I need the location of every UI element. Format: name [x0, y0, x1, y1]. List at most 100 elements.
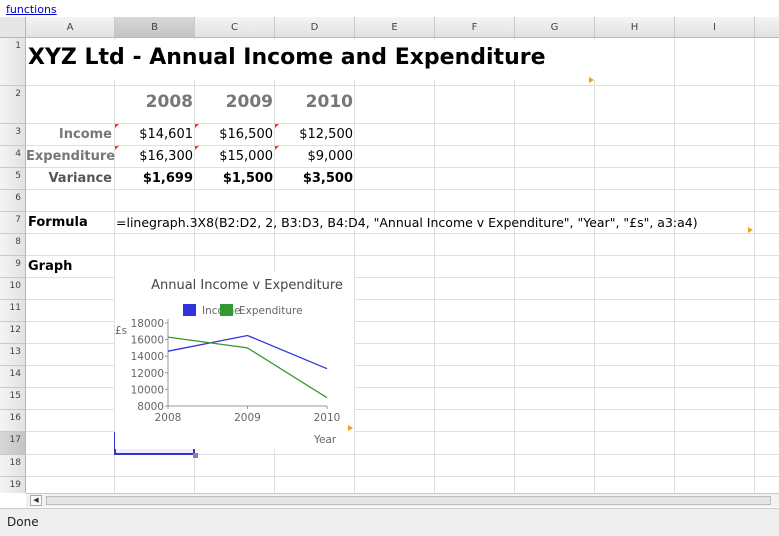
row-header-8[interactable]: 8 [0, 234, 26, 256]
row-header-3[interactable]: 3 [0, 124, 26, 146]
gridline [26, 277, 779, 278]
row-header-12[interactable]: 12 [0, 322, 26, 344]
gridline [514, 38, 515, 493]
row-header-6[interactable]: 6 [0, 190, 26, 212]
gridline [26, 145, 779, 146]
expenditure-2010[interactable]: $9,000 [307, 149, 354, 164]
expenditure-2008[interactable]: $16,300 [139, 149, 193, 164]
column-header-a[interactable]: A [26, 17, 115, 38]
y-tick-label: 18000 [131, 318, 164, 330]
gridline [26, 431, 779, 432]
row-header-19[interactable]: 19 [0, 477, 26, 493]
formula-label[interactable]: Formula [28, 215, 88, 230]
sheet-title[interactable]: XYZ Ltd - Annual Income and Expenditure [28, 40, 618, 80]
comment-marker[interactable] [115, 124, 119, 128]
scrollbar-thumb[interactable] [46, 496, 771, 505]
year-heading-2010[interactable]: 2010 [305, 92, 353, 112]
gridline [26, 233, 779, 234]
row-header-10[interactable]: 10 [0, 278, 26, 300]
status-bar: Done [0, 508, 779, 536]
formula-text[interactable]: =linegraph.3X8(B2:D2, 2, B3:D3, B4:D4, "… [116, 215, 698, 230]
series-line-expenditure [167, 336, 328, 399]
gridline [26, 454, 779, 455]
gridline [26, 85, 779, 86]
variance-2008[interactable]: $1,699 [142, 171, 193, 186]
x-tick-label: 2008 [155, 412, 182, 424]
column-header-h[interactable]: H [595, 17, 675, 38]
gridline [594, 38, 595, 493]
status-text: Done [7, 515, 39, 529]
income-2009[interactable]: $16,500 [219, 127, 273, 142]
expenditure-2009[interactable]: $15,000 [219, 149, 273, 164]
row-header-15[interactable]: 15 [0, 388, 26, 410]
y-tick-label: 8000 [137, 401, 164, 413]
y-tick-label: 14000 [131, 351, 164, 363]
spreadsheet-grid[interactable]: A B C D E F G H I 1 2 3 4 5 6 7 8 9 10 1… [0, 17, 779, 493]
row-header-7[interactable]: 7 [0, 212, 26, 234]
gridline [754, 38, 755, 493]
year-heading-2008[interactable]: 2008 [145, 92, 193, 112]
fill-handle[interactable] [193, 453, 198, 458]
income-label[interactable]: Income [58, 127, 112, 142]
variance-2009[interactable]: $1,500 [222, 171, 273, 186]
comment-marker[interactable] [195, 124, 199, 128]
comment-marker[interactable] [275, 124, 279, 128]
row-header-13[interactable]: 13 [0, 344, 26, 366]
row-header-1[interactable]: 1 [0, 38, 26, 86]
gridline [674, 38, 675, 493]
gridline [26, 343, 779, 344]
gridline [26, 167, 779, 168]
column-header-f[interactable]: F [435, 17, 515, 38]
gridline [434, 38, 435, 493]
row-header-5[interactable]: 5 [0, 168, 26, 190]
gridline [26, 365, 779, 366]
legend-label-expenditure: Expenditure [239, 305, 303, 317]
row-header-11[interactable]: 11 [0, 300, 26, 322]
row-header-14[interactable]: 14 [0, 366, 26, 388]
comment-marker[interactable] [195, 146, 199, 150]
gridline [26, 211, 779, 212]
column-header-b[interactable]: B [115, 17, 195, 38]
scroll-left-arrow-icon[interactable]: ◀ [30, 495, 42, 506]
column-header-c[interactable]: C [195, 17, 275, 38]
row-header-2[interactable]: 2 [0, 86, 26, 124]
comment-marker[interactable] [115, 146, 119, 150]
year-heading-2009[interactable]: 2009 [225, 92, 273, 112]
y-axis-label: £s [115, 325, 127, 337]
variance-label[interactable]: Variance [48, 171, 112, 186]
comment-marker[interactable] [275, 146, 279, 150]
expenditure-label[interactable]: Expenditure [26, 149, 116, 164]
x-tick-label: 2009 [234, 412, 261, 424]
row-header-17[interactable]: 17 [0, 432, 26, 455]
graph-label[interactable]: Graph [28, 259, 73, 274]
gridline [26, 387, 779, 388]
line-chart[interactable]: Annual Income v Expenditure Income Expen… [115, 272, 354, 449]
row-header-18[interactable]: 18 [0, 455, 26, 477]
overflow-marker [348, 425, 353, 431]
row-header-16[interactable]: 16 [0, 410, 26, 432]
y-tick-label: 16000 [131, 335, 164, 347]
overflow-marker [589, 77, 594, 83]
gridline [26, 189, 779, 190]
column-header-e[interactable]: E [355, 17, 435, 38]
legend-swatch-income [183, 304, 196, 316]
row-header-9[interactable]: 9 [0, 256, 26, 278]
column-header-d[interactable]: D [275, 17, 355, 38]
column-header-g[interactable]: G [515, 17, 595, 38]
y-tick-label: 12000 [131, 368, 164, 380]
gridline [26, 123, 779, 124]
select-all-corner[interactable] [0, 17, 26, 38]
column-header-i[interactable]: I [675, 17, 755, 38]
legend-swatch-expenditure [220, 304, 233, 316]
chart-title: Annual Income v Expenditure [151, 278, 343, 293]
functions-link[interactable]: functions [6, 3, 57, 16]
gridline [26, 321, 779, 322]
row-header-4[interactable]: 4 [0, 146, 26, 168]
income-2010[interactable]: $12,500 [299, 127, 353, 142]
horizontal-scrollbar[interactable]: ◀ [26, 493, 779, 507]
income-2008[interactable]: $14,601 [139, 127, 193, 142]
variance-2010[interactable]: $3,500 [302, 171, 353, 186]
gridline [194, 38, 195, 493]
column-header-blank [755, 17, 779, 38]
gridline [26, 409, 779, 410]
